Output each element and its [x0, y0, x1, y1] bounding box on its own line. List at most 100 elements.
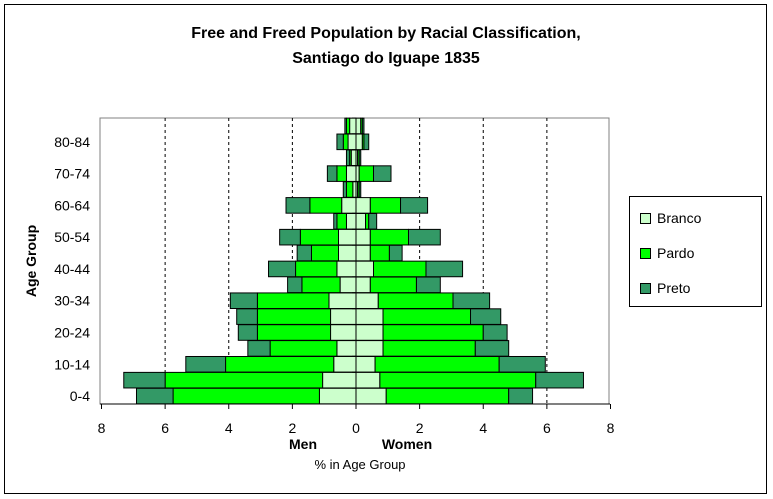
bar-preto-women-70-74 [372, 165, 392, 182]
bar-pardo-men-20-24 [256, 324, 332, 341]
bar-branco-men-70-74 [345, 165, 357, 182]
bar-branco-men-0-4 [318, 387, 357, 405]
bar-pardo-men-45-49 [310, 244, 340, 262]
bar-preto-men-15-19 [247, 340, 271, 357]
bar-preto-men-65-69 [342, 181, 347, 198]
x-tick-label: 6 [161, 420, 169, 436]
bar-pardo-men-5-9 [164, 371, 324, 389]
y-tick-label: 20-24 [54, 325, 90, 341]
legend-swatch-pardo [640, 247, 651, 259]
y-tick-label: 10-14 [54, 356, 90, 372]
legend-swatch-preto [640, 282, 651, 294]
bar-branco-women-35-39 [355, 276, 371, 294]
bar-preto-women-5-9 [535, 371, 584, 389]
bar-branco-men-85+ [349, 117, 357, 135]
bar-preto-men-85+ [344, 117, 347, 135]
y-tick-label: 30-34 [54, 293, 90, 309]
bar-branco-women-60-64 [355, 197, 371, 214]
bar-branco-women-30-34 [355, 292, 379, 310]
bar-preto-men-10-14 [185, 355, 227, 373]
y-tick-label: 0-4 [70, 388, 90, 404]
bar-branco-men-75-79 [350, 149, 357, 167]
bar-pardo-women-35-39 [369, 276, 417, 294]
y-axis-title: Age Group [23, 225, 39, 297]
bar-preto-men-75-79 [345, 149, 351, 167]
bar-preto-men-40-44 [268, 260, 297, 278]
bar-pardo-men-25-29 [256, 308, 332, 325]
y-ticks-group: 0-4 10-14 20-24 30-34 40-44 50-54 60-64 70-74 80… [54, 117, 356, 405]
women-label: Women [382, 436, 432, 452]
bar-pardo-women-60-64 [369, 197, 402, 214]
x-tick-label: 0 [352, 420, 360, 436]
bar-pardo-women-70-74 [358, 165, 374, 182]
bars-group [123, 117, 584, 405]
bar-branco-men-10-14 [333, 355, 357, 373]
chart-subtitle: Santiago do Iguape 1835 [292, 50, 480, 67]
bar-branco-men-80-84 [347, 133, 357, 151]
bar-pardo-women-10-14 [374, 355, 500, 373]
legend-label-branco: Branco [657, 210, 702, 226]
x-tick-label: 2 [416, 420, 424, 436]
bar-branco-women-80-84 [355, 133, 363, 151]
y-tick-label: 50-54 [54, 229, 90, 245]
bar-preto-women-50-54 [407, 228, 441, 246]
bar-pardo-women-25-29 [382, 308, 472, 325]
bar-preto-women-25-29 [470, 308, 502, 325]
bar-branco-men-35-39 [339, 276, 357, 294]
bar-branco-women-85+ [355, 117, 362, 135]
bar-preto-men-25-29 [236, 308, 258, 325]
bar-pardo-women-5-9 [379, 371, 537, 389]
bar-preto-men-30-34 [229, 292, 258, 310]
bar-pardo-women-0-4 [385, 387, 510, 405]
bar-branco-men-30-34 [328, 292, 357, 310]
bar-pardo-men-65-69 [345, 181, 354, 198]
bar-branco-men-60-64 [341, 197, 357, 214]
bar-pardo-women-30-34 [377, 292, 454, 310]
bar-branco-men-25-29 [330, 308, 357, 325]
x-tick-label: 8 [607, 420, 615, 436]
bar-pardo-women-15-19 [382, 340, 476, 357]
bar-pardo-women-40-44 [372, 260, 427, 278]
y-tick-label: 60-64 [54, 197, 90, 213]
x-ticks-group: 8 6 4 2 0 2 4 6 8 [98, 404, 615, 436]
bar-branco-women-40-44 [355, 260, 374, 278]
bar-preto-men-60-64 [285, 197, 311, 214]
bar-preto-women-20-24 [482, 324, 508, 341]
bar-preto-men-45-49 [296, 244, 312, 262]
y-tick-label: 80-84 [54, 134, 90, 150]
x-axis-title: % in Age Group [314, 457, 405, 472]
bar-pardo-men-10-14 [225, 355, 335, 373]
bar-branco-women-55-59 [355, 212, 367, 230]
bar-preto-women-40-44 [425, 260, 464, 278]
bar-branco-women-0-4 [355, 387, 387, 405]
bar-branco-women-45-49 [355, 244, 371, 262]
bar-pardo-men-40-44 [295, 260, 338, 278]
bar-preto-women-10-14 [498, 355, 546, 373]
chart-title: Free and Freed Population by Racial Clas… [191, 25, 580, 42]
bar-preto-men-50-54 [279, 228, 301, 246]
bar-preto-women-45-49 [388, 244, 403, 262]
x-tick-label: 8 [98, 420, 106, 436]
bar-pardo-men-60-64 [309, 197, 343, 214]
legend-swatch-branco [640, 212, 651, 224]
bar-branco-women-10-14 [355, 355, 376, 373]
legend: Branco Pardo Preto [629, 196, 762, 307]
bar-pardo-men-70-74 [336, 165, 347, 182]
x-tick-label: 4 [479, 420, 487, 436]
bar-branco-men-55-59 [345, 212, 357, 230]
bar-pardo-men-50-54 [299, 228, 340, 246]
bar-preto-women-80-84 [363, 133, 370, 151]
bar-branco-men-20-24 [330, 324, 357, 341]
bar-preto-men-5-9 [123, 371, 166, 389]
bar-branco-women-25-29 [355, 308, 384, 325]
men-label: Men [289, 436, 317, 452]
bar-preto-women-30-34 [452, 292, 491, 310]
bar-branco-women-20-24 [355, 324, 384, 341]
bar-branco-women-5-9 [355, 371, 381, 389]
bar-preto-women-15-19 [474, 340, 510, 357]
bar-preto-men-20-24 [237, 324, 258, 341]
bar-branco-men-40-44 [336, 260, 357, 278]
bar-preto-women-65-69 [358, 181, 362, 198]
bar-branco-men-5-9 [322, 371, 357, 389]
